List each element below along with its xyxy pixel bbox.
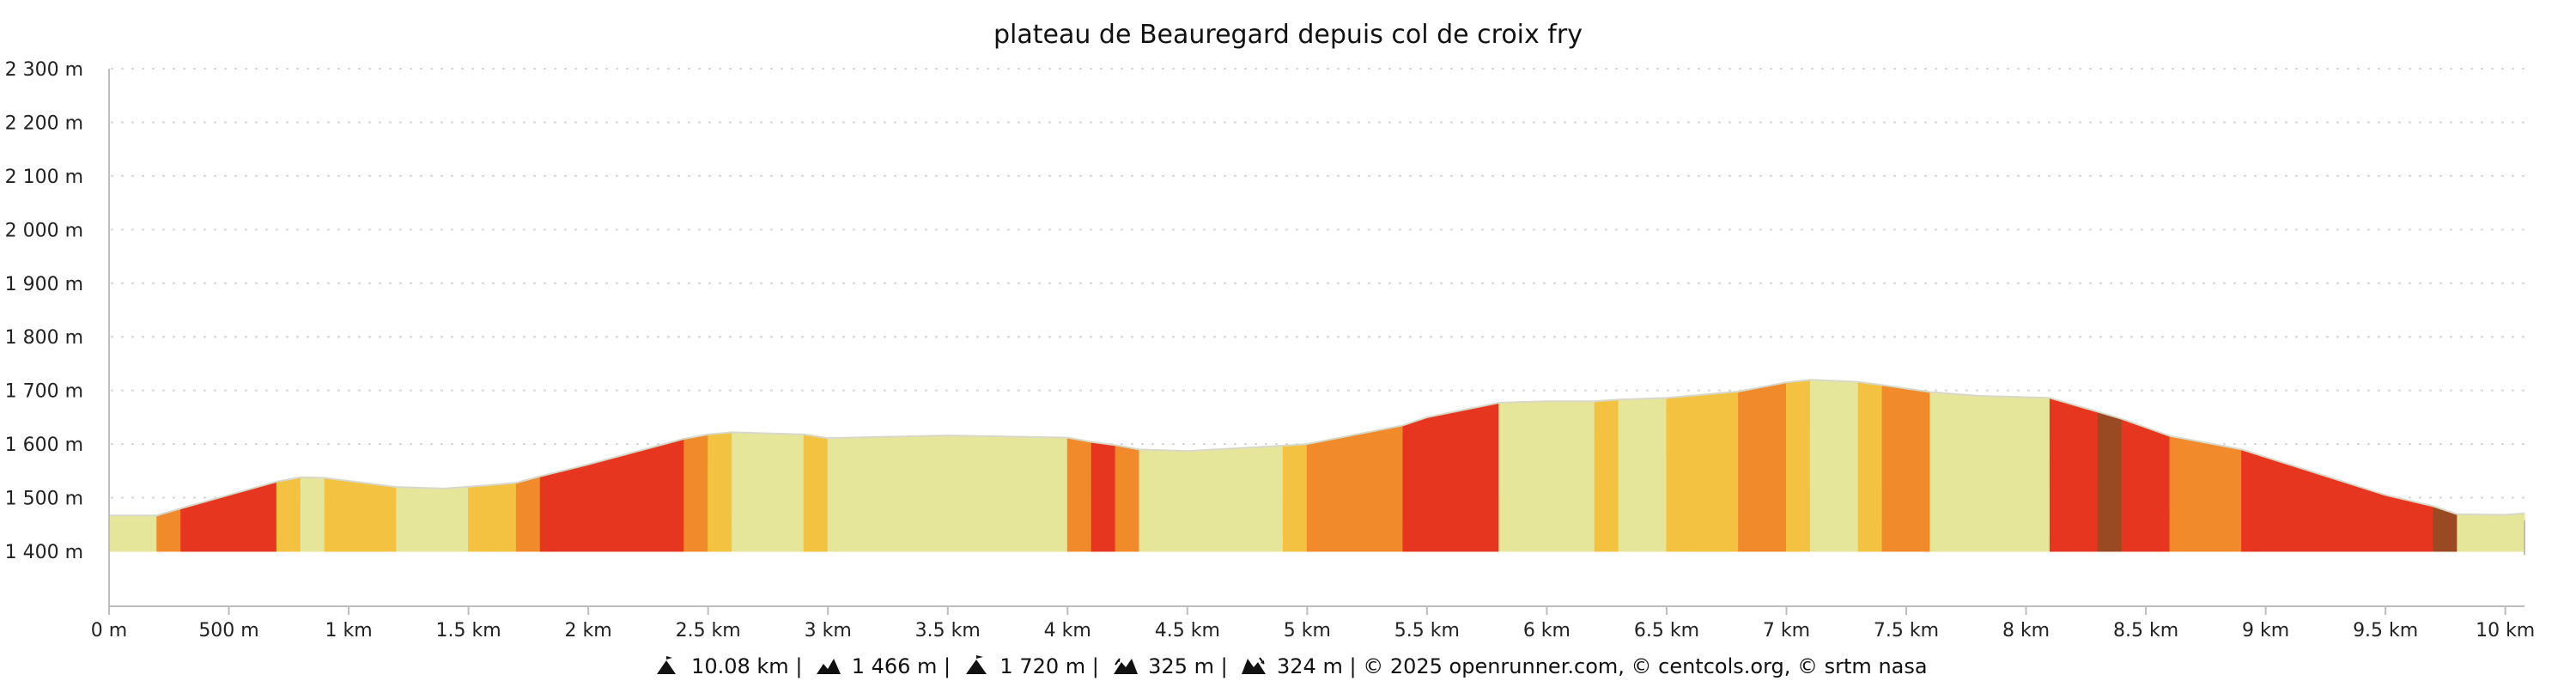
gradient-segment-steep xyxy=(515,475,541,552)
y-tick-label: 2 200 m xyxy=(5,112,83,134)
x-tick-label: 4.5 km xyxy=(1155,620,1220,641)
gradient-segment-moderate xyxy=(708,431,733,552)
ascent-icon xyxy=(817,659,841,674)
gradient-segment-steep xyxy=(683,434,709,552)
x-tick-label: 0 m xyxy=(91,620,127,641)
gradient-segment-steep xyxy=(1306,424,1404,552)
elevation-area xyxy=(108,379,2525,552)
x-tick-label: 9.5 km xyxy=(2353,620,2418,641)
ascent-value: 1 466 m xyxy=(851,654,938,678)
x-tick-label: 500 m xyxy=(198,620,258,641)
x-axis-ticks: 0 m 500 m 1 km 1.5 km 2 km 2.5 km 3 km 3.5 km 4 … xyxy=(91,606,2535,641)
y-axis-ticks: 1 400 m 1 500 m 1 600 m 1 700 m 1 800 m 1 900… xyxy=(5,59,83,563)
gradient-segment-very-steep xyxy=(1402,402,1500,552)
x-tick-label: 4 km xyxy=(1044,620,1091,641)
gradient-segment-steep xyxy=(1066,437,1092,552)
y-tick-label: 1 400 m xyxy=(5,542,83,563)
x-tick-label: 8 km xyxy=(2002,620,2050,641)
separator: | xyxy=(1220,654,1228,678)
gradient-segment-moderate xyxy=(1785,379,1811,552)
gradient-segment-very-steep xyxy=(2241,448,2434,552)
elevation-loss-value: 324 m xyxy=(1277,654,1343,678)
gradient-segment-gentle xyxy=(732,431,805,552)
x-tick-label: 8.5 km xyxy=(2113,620,2178,641)
separator: | xyxy=(795,654,803,678)
credits-text: © 2025 openrunner.com, © centcols.org, ©… xyxy=(1363,654,1928,678)
distance-icon xyxy=(657,656,677,674)
gradient-segment-moderate xyxy=(1282,443,1308,552)
gradient-segment-gentle xyxy=(300,477,325,552)
y-tick-label: 2 100 m xyxy=(5,167,83,188)
separator: | xyxy=(1349,654,1357,678)
gradient-segment-very-steep xyxy=(180,481,277,552)
x-tick-label: 5.5 km xyxy=(1394,620,1460,641)
x-tick-label: 2 km xyxy=(565,620,612,641)
y-tick-label: 1 800 m xyxy=(5,327,83,349)
gradient-segment-gentle xyxy=(1139,445,1284,552)
gradient-segment-moderate xyxy=(324,477,398,552)
elevation-loss-icon xyxy=(1242,657,1267,674)
gradient-segment-steep xyxy=(1881,384,1931,552)
gradient-segment-moderate xyxy=(276,477,301,552)
x-tick-label: 7 km xyxy=(1763,620,1810,641)
gradient-segment-extreme xyxy=(2097,410,2123,552)
x-tick-label: 1.5 km xyxy=(436,620,501,641)
x-tick-label: 5 km xyxy=(1284,620,1331,641)
route-summary: 10.08 km | 1 466 m | 1 720 m | 325 m | 3… xyxy=(0,654,2576,678)
gradient-segment-moderate xyxy=(468,482,517,552)
gradient-segment-very-steep xyxy=(1091,441,1116,552)
gradient-segment-gentle xyxy=(1929,391,2050,552)
x-tick-label: 3.5 km xyxy=(915,620,981,641)
x-tick-label: 6 km xyxy=(1523,620,1571,641)
x-tick-label: 10 km xyxy=(2476,620,2535,641)
y-tick-label: 2 000 m xyxy=(5,220,83,241)
y-tick-label: 1 500 m xyxy=(5,489,83,510)
distance-value: 10.08 km xyxy=(691,654,789,678)
gradient-segment-gentle xyxy=(1809,379,1859,552)
gradient-segment-gentle xyxy=(396,486,470,552)
gradient-segment-steep xyxy=(2169,435,2243,552)
elevation-gain-icon xyxy=(1113,658,1138,674)
gradient-segment-moderate xyxy=(1857,381,1883,552)
y-tick-label: 1 900 m xyxy=(5,274,83,295)
x-tick-label: 6.5 km xyxy=(1634,620,1699,641)
max-altitude-value: 1 720 m xyxy=(999,654,1086,678)
gradient-segment-very-steep xyxy=(2121,418,2171,552)
elevation-gain-value: 325 m xyxy=(1148,654,1214,678)
separator: | xyxy=(944,654,951,678)
gradient-segment-gentle xyxy=(827,435,1068,552)
gradient-segment-gentle xyxy=(108,514,158,552)
axes xyxy=(108,69,2525,607)
max-altitude-icon xyxy=(965,655,987,674)
x-tick-label: 3 km xyxy=(805,620,852,641)
grid-lines xyxy=(111,68,2524,499)
y-tick-label: 1 600 m xyxy=(5,435,83,456)
gradient-segment-steep xyxy=(1115,444,1140,552)
chart-title: plateau de Beauregard depuis col de croi… xyxy=(993,20,1583,50)
separator: | xyxy=(1091,654,1099,678)
x-tick-label: 7.5 km xyxy=(1874,620,1939,641)
gradient-segment-gentle xyxy=(2457,513,2525,552)
gradient-segment-gentle xyxy=(1618,397,1668,552)
gradient-segment-steep xyxy=(1738,381,1788,552)
gradient-segment-moderate xyxy=(1594,398,1619,552)
x-tick-label: 1 km xyxy=(325,620,372,641)
profile-outline xyxy=(109,379,2525,517)
gradient-segment-very-steep xyxy=(539,438,685,552)
gradient-segment-moderate xyxy=(1666,391,1740,552)
gradient-segment-gentle xyxy=(1498,400,1595,552)
gradient-segment-moderate xyxy=(803,434,829,552)
y-tick-label: 1 700 m xyxy=(5,381,83,403)
x-tick-label: 9 km xyxy=(2242,620,2289,641)
x-tick-label: 2.5 km xyxy=(676,620,741,641)
gradient-segment-very-steep xyxy=(2049,397,2099,552)
y-tick-label: 2 300 m xyxy=(5,59,83,81)
